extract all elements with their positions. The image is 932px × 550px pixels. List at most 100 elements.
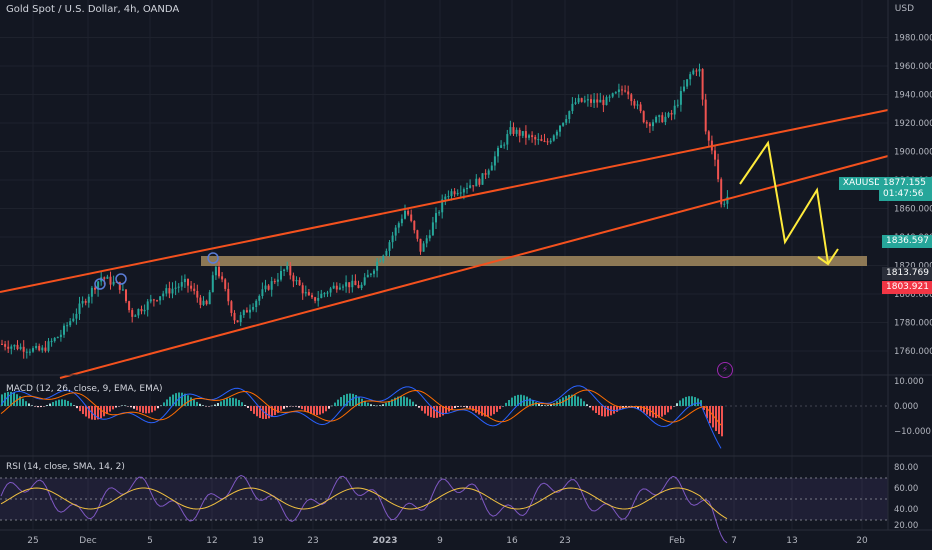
candle-body: [720, 179, 723, 205]
candle-body: [19, 346, 22, 350]
macd-histogram-bar: [610, 406, 612, 416]
candle-body: [174, 287, 177, 289]
time-tick-label: 12: [206, 536, 217, 546]
lightning-icon[interactable]: ⚡: [717, 362, 733, 378]
macd-histogram-bar: [187, 395, 189, 406]
macd-histogram-bar: [196, 401, 198, 406]
candle-body: [382, 255, 385, 261]
candle-body: [134, 315, 137, 317]
macd-histogram-bar: [10, 391, 12, 406]
rsi-tick-label: 60.00: [894, 484, 918, 494]
candle-body: [10, 346, 13, 349]
candle-body: [128, 301, 131, 311]
support-zone: [201, 256, 867, 266]
candle-body: [357, 285, 360, 288]
currency-label: USD: [894, 4, 914, 14]
macd-histogram-bar: [121, 405, 123, 406]
candle-body: [469, 185, 472, 188]
candle-body: [574, 102, 577, 104]
level-badge-1-text: 1836.597: [886, 236, 929, 246]
macd-histogram-bar: [40, 406, 42, 408]
candle-body: [679, 91, 682, 105]
candle-body: [193, 288, 196, 291]
macd-histogram-bar: [46, 405, 48, 406]
candle-body: [109, 276, 112, 285]
macd-histogram-bar: [466, 406, 468, 408]
candle-body: [156, 300, 158, 302]
macd-histogram-bar: [514, 395, 516, 406]
candle-body: [81, 301, 84, 304]
macd-histogram-bar: [25, 401, 27, 406]
macd-histogram-bar: [79, 406, 81, 412]
macd-histogram-bar: [580, 398, 582, 406]
macd-histogram-bar: [574, 395, 576, 406]
macd-histogram-bar: [301, 406, 303, 410]
candle-body: [391, 235, 394, 243]
candle-body: [273, 281, 276, 283]
macd-histogram-bar: [304, 406, 306, 411]
macd-histogram-bar: [238, 400, 240, 406]
macd-histogram-bar: [652, 406, 654, 418]
candle-body: [608, 96, 611, 98]
candle-body: [233, 312, 236, 321]
macd-histogram-bar: [190, 397, 192, 406]
candle-body: [218, 266, 220, 277]
candle-body: [162, 293, 165, 297]
macd-histogram-bar: [592, 406, 594, 411]
candle-body: [652, 122, 654, 127]
candle-body: [366, 274, 369, 278]
candle-body: [53, 337, 56, 342]
candle-body: [152, 299, 155, 301]
upper-channel-line: [0, 109, 889, 293]
macd-histogram-bar: [355, 394, 357, 406]
macd-histogram-bar: [640, 406, 642, 411]
candle-body: [456, 192, 459, 195]
macd-histogram-bar: [475, 406, 477, 413]
macd-histogram-bar: [202, 405, 204, 406]
candle-body: [137, 309, 140, 316]
macd-histogram-bar: [229, 397, 231, 406]
macd-histogram-bar: [343, 395, 345, 406]
macd-histogram-bar: [718, 406, 720, 434]
macd-histogram-bar: [214, 404, 216, 406]
candle-body: [447, 196, 450, 198]
level-badge-2: 1813.769: [882, 267, 932, 280]
candle-body: [146, 301, 149, 310]
macd-histogram-bar: [250, 406, 252, 412]
candle-body: [385, 250, 388, 256]
macd-histogram-bar: [541, 404, 543, 406]
macd-histogram-bar: [340, 397, 342, 406]
macd-histogram-bar: [268, 406, 270, 419]
candle-body: [131, 310, 134, 317]
price-tick-label: 1820.000: [894, 262, 932, 272]
time-tick-label: 5: [147, 536, 153, 546]
candle-body: [512, 127, 515, 134]
macd-histogram-bar: [265, 406, 267, 420]
macd-histogram-bar: [271, 406, 273, 417]
macd-histogram-bar: [310, 406, 312, 414]
pivot-marker: [94, 278, 106, 290]
candle-body: [261, 289, 264, 297]
macd-histogram-bar: [346, 393, 348, 406]
macd-histogram-bar: [538, 403, 540, 406]
candle-body: [419, 238, 422, 252]
pivot-marker: [115, 273, 127, 285]
candle-body: [276, 279, 279, 282]
candle-body: [354, 280, 357, 286]
candle-body: [673, 105, 676, 115]
candle-body: [624, 90, 627, 92]
macd-histogram-bar: [175, 393, 177, 406]
candle-body: [689, 74, 692, 80]
candle-body: [177, 286, 180, 288]
candle-body: [639, 104, 642, 112]
candle-body: [264, 285, 267, 290]
candle-body: [714, 150, 716, 160]
macd-histogram-bar: [544, 405, 546, 406]
macd-histogram-bar: [409, 399, 411, 406]
candle-body: [171, 288, 174, 294]
candle-body: [249, 309, 251, 313]
candle-body: [599, 99, 602, 103]
candle-body: [28, 351, 31, 353]
macd-histogram-bar: [382, 404, 384, 406]
